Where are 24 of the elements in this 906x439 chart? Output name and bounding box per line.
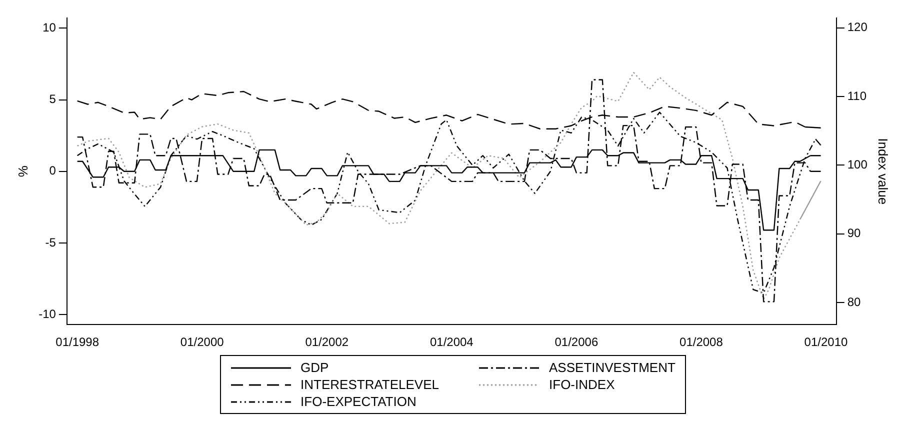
y2-tick-label: 100	[847, 158, 868, 172]
y-tick-label: 0	[49, 164, 56, 178]
y-tick-label: -5	[45, 235, 56, 250]
y2-tick-label: 110	[847, 88, 867, 103]
y-tick-label: -10	[38, 306, 56, 321]
y2-tick-label: 90	[847, 226, 862, 240]
y2-tick-label: 80	[847, 294, 862, 309]
legend-label: GDP	[300, 360, 329, 375]
legend-label: ASSETINVESTMENT	[549, 360, 676, 375]
x-tick-label: 01/2002	[305, 335, 349, 350]
y-axis-title: %	[15, 165, 30, 178]
y-tick-label: 10	[42, 20, 56, 35]
y2-tick-label: 120	[847, 20, 868, 34]
legend-label: INTERESTRATELEVEL	[300, 377, 440, 392]
y-tick-label: 5	[49, 92, 56, 106]
legend-label: IFO-EXPECTATION	[300, 394, 416, 409]
legend-label: IFO-INDEX	[549, 377, 615, 392]
x-tick-label: 01/2000	[180, 335, 224, 350]
x-tick-label: 01/2006	[554, 335, 598, 350]
x-tick-label: 01/1998	[56, 335, 100, 350]
x-tick-label: 01/2008	[680, 335, 724, 350]
x-tick-label: 01/2004	[430, 335, 474, 350]
y2-axis-title: Index value	[876, 138, 891, 205]
x-tick-label: 01/2010	[804, 335, 848, 350]
